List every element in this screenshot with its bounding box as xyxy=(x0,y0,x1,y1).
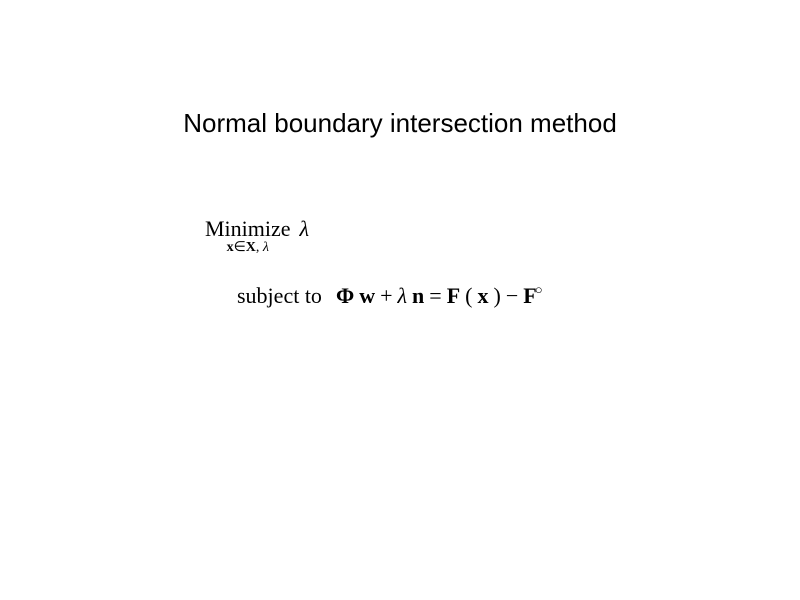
minimize-subscript: x∈X, λ xyxy=(227,241,269,255)
lparen: ( xyxy=(465,283,472,309)
minimize-text: Minimize xyxy=(205,218,291,240)
n-symbol: n xyxy=(412,283,424,309)
subject-to-text: subject to xyxy=(237,283,322,309)
plus-symbol: + xyxy=(380,283,392,309)
page-title: Normal boundary intersection method xyxy=(0,108,800,139)
nbi-formulation: Minimize x∈X, λ λ subject to Φw + λn = F… xyxy=(205,218,543,309)
x-symbol: x xyxy=(477,283,488,309)
minimize-line: Minimize x∈X, λ λ xyxy=(205,218,543,255)
w-symbol: w xyxy=(359,283,375,309)
constraint-line: subject to Φw + λn = F (x) − F○ xyxy=(205,283,543,309)
F-symbol: F xyxy=(447,283,460,309)
rparen: ) xyxy=(493,283,500,309)
F-circ: F○ xyxy=(523,283,542,309)
Phi-symbol: Φ xyxy=(336,283,354,309)
circ-superscript: ○ xyxy=(535,282,543,297)
minimize-operator: Minimize x∈X, λ xyxy=(205,218,291,255)
slide: Normal boundary intersection method Mini… xyxy=(0,0,800,600)
equals-symbol: = xyxy=(429,283,441,309)
minus-symbol: − xyxy=(506,283,518,309)
objective-lambda: λ xyxy=(300,218,310,240)
lambda-symbol: λ xyxy=(398,283,408,309)
